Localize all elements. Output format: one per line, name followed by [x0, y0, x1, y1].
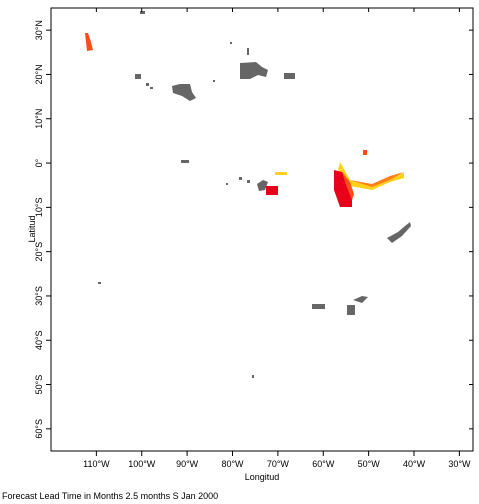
y-tick-label: 30°S [34, 286, 44, 306]
x-tick-label: 60°W [312, 459, 335, 469]
x-tick-label: 110°W [83, 459, 110, 469]
y-tick-label: 30°N [34, 20, 44, 40]
x-tick-label: 40°W [403, 459, 426, 469]
plot-frame [50, 7, 474, 452]
x-axis-label: Longitud [245, 472, 280, 482]
x-tick-label: 80°W [221, 459, 244, 469]
caption: Forecast Lead Time in Months 2.5 months … [2, 491, 218, 501]
y-tick-label: 10°S [34, 198, 44, 218]
land [98, 11, 411, 378]
y-tick-label: 0° [34, 158, 44, 167]
y-axis-label: Latitud [27, 215, 37, 242]
x-tick-label: 90°W [176, 459, 199, 469]
y-tick-label: 20°S [34, 242, 44, 262]
y-tick-label: 50°S [34, 375, 44, 395]
x-tick-label: 50°W [358, 459, 381, 469]
x-tick-label: 30°W [448, 459, 471, 469]
y-tick-label: 10°N [34, 109, 44, 129]
y-tick-label: 40°S [34, 330, 44, 350]
x-tick-label: 100°W [128, 459, 156, 469]
forecast-anomaly [85, 33, 404, 207]
x-tick-label: 70°W [267, 459, 290, 469]
y-tick-label: 20°N [34, 64, 44, 84]
y-tick-label: 60°S [34, 419, 44, 439]
